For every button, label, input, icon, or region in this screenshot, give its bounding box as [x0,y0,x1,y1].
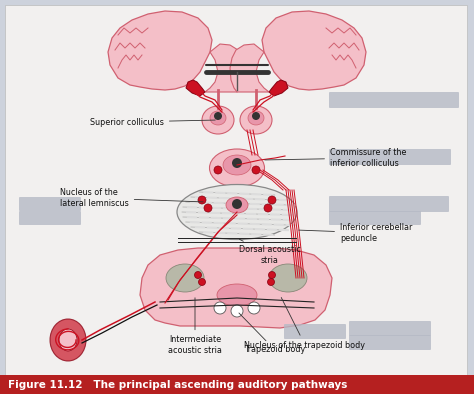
Ellipse shape [177,184,297,240]
Circle shape [214,302,226,314]
FancyBboxPatch shape [284,324,346,339]
Circle shape [268,271,275,279]
Circle shape [252,166,260,174]
Circle shape [264,204,272,212]
Circle shape [268,196,276,204]
FancyBboxPatch shape [329,92,459,108]
FancyBboxPatch shape [0,375,474,394]
Circle shape [199,279,206,286]
Ellipse shape [248,111,264,125]
Ellipse shape [210,149,264,187]
Circle shape [232,158,242,168]
FancyBboxPatch shape [329,211,421,225]
FancyBboxPatch shape [349,321,431,336]
FancyBboxPatch shape [19,197,81,211]
Polygon shape [108,11,212,90]
Ellipse shape [240,106,272,134]
Circle shape [232,199,242,209]
Ellipse shape [210,111,226,125]
Circle shape [252,112,260,120]
Polygon shape [269,80,288,96]
Text: Nucleus of the trapezoid body: Nucleus of the trapezoid body [245,297,365,349]
Circle shape [194,271,201,279]
Ellipse shape [217,284,257,306]
Text: Dorsal acoustic
stria: Dorsal acoustic stria [239,239,301,265]
Circle shape [214,166,222,174]
Ellipse shape [50,319,86,361]
FancyBboxPatch shape [19,211,81,225]
Circle shape [231,305,243,317]
Circle shape [214,112,222,120]
Text: Superior colliculus: Superior colliculus [90,117,215,126]
Circle shape [204,204,212,212]
Polygon shape [205,44,244,92]
Ellipse shape [226,197,248,213]
Ellipse shape [59,329,77,351]
Text: Commissure of the
inferior colliculus: Commissure of the inferior colliculus [265,148,406,168]
Polygon shape [186,80,205,96]
Circle shape [248,302,260,314]
Circle shape [198,196,206,204]
FancyBboxPatch shape [329,196,449,212]
Ellipse shape [223,155,251,175]
FancyBboxPatch shape [5,5,467,383]
Ellipse shape [166,264,204,292]
Polygon shape [262,11,366,90]
Circle shape [267,279,274,286]
Polygon shape [230,44,269,92]
Polygon shape [140,248,332,328]
Text: Inferior cerebellar
peduncle: Inferior cerebellar peduncle [299,223,412,243]
Ellipse shape [202,106,234,134]
Text: Figure 11.12   The principal ascending auditory pathways: Figure 11.12 The principal ascending aud… [8,379,347,390]
FancyBboxPatch shape [349,335,431,350]
Text: Nucleus of the
lateral lemniscus: Nucleus of the lateral lemniscus [60,188,203,208]
Ellipse shape [269,264,307,292]
FancyBboxPatch shape [329,149,451,165]
Text: Intermediate
acoustic stria: Intermediate acoustic stria [168,298,222,355]
Text: Trapezoid body: Trapezoid body [239,313,306,355]
